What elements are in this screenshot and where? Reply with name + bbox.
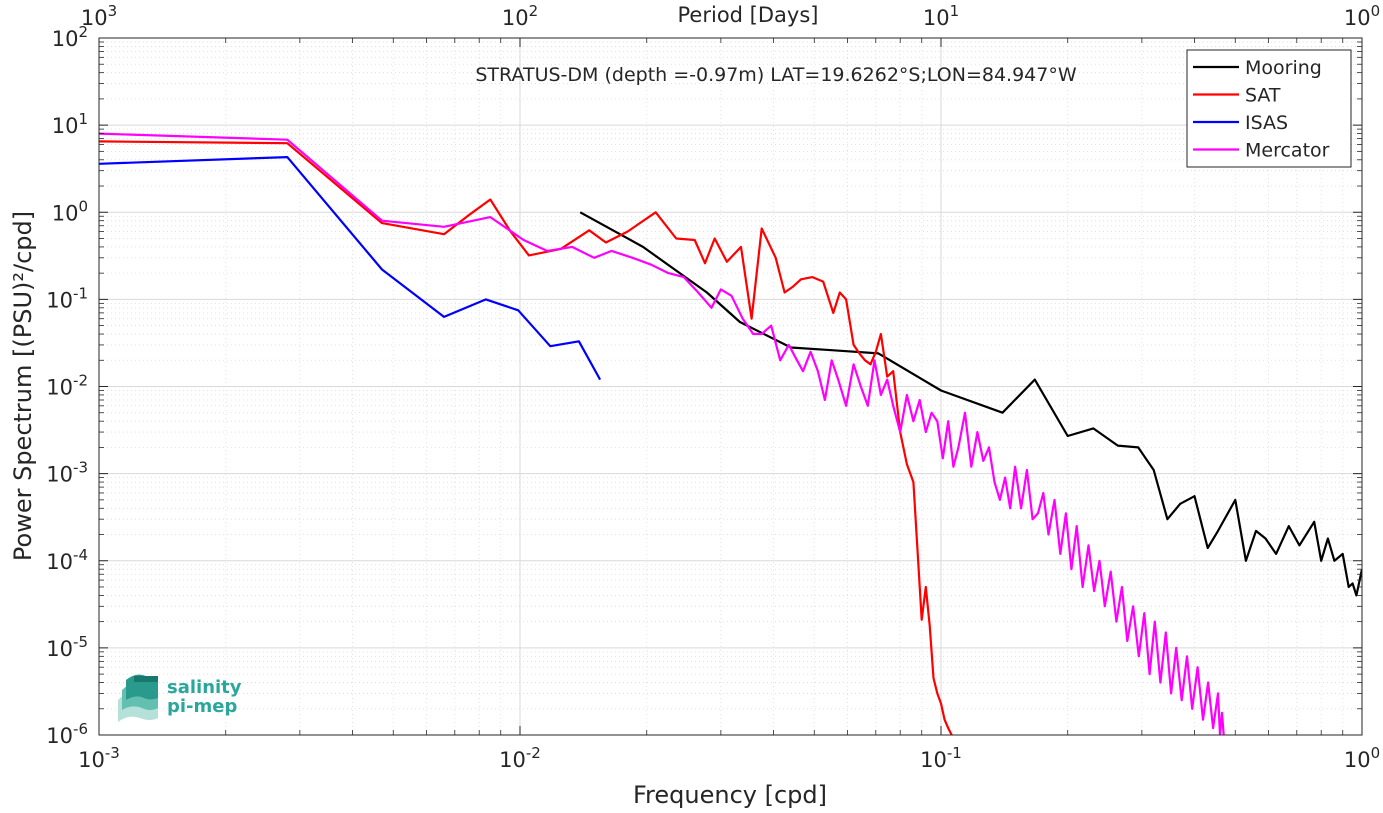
top-tick-exponent: 0 [1371, 2, 1381, 20]
y-tick-exponent: -5 [73, 633, 88, 651]
x-tick-exponent: -2 [526, 744, 541, 762]
y-tick-exponent: 0 [78, 197, 88, 215]
x-tick-exponent: -3 [105, 744, 120, 762]
series-layer [99, 132, 1362, 735]
series-line-sat [99, 140, 954, 735]
legend-label-mooring: Mooring [1245, 57, 1322, 79]
salinity-pi-mep-logo: salinity pi-mep [118, 674, 242, 722]
top-axis-label: Period [Days] [678, 3, 819, 27]
y-tick-exponent: -6 [73, 720, 88, 738]
legend-box [1186, 49, 1352, 168]
y-tick-exponent: -1 [73, 284, 88, 302]
series-line-mercator [99, 132, 1225, 735]
legend-label-sat: SAT [1245, 85, 1281, 107]
top-tick-exponent: 2 [529, 2, 539, 20]
legend-label-mercator: Mercator [1245, 140, 1330, 162]
logo-line1: salinity [167, 677, 242, 698]
legend-label-isas: ISAS [1245, 112, 1288, 134]
x-tick-exponent: 0 [1371, 744, 1381, 762]
x-axis-label: Frequency [cpd] [633, 781, 827, 809]
logo-line2: pi-mep [167, 696, 237, 717]
top-tick-exponent: 1 [950, 2, 960, 20]
x-tick-label: 10-3 [78, 744, 120, 772]
y-axis-label: Power Spectrum [(PSU)²/cpd] [9, 211, 37, 561]
x-tick-exponent: -1 [947, 744, 962, 762]
y-tick-exponent: 2 [78, 23, 88, 41]
top-tick-exponent: 3 [108, 2, 118, 20]
y-tick-exponent: -4 [73, 546, 88, 564]
series-line-mooring [579, 211, 1362, 597]
chart-title: STRATUS-DM (depth =-0.97m) LAT=19.6262°S… [475, 64, 1076, 86]
legend: Mooring SAT ISAS Mercator [1186, 49, 1352, 168]
y-tick-exponent: -3 [73, 459, 88, 477]
logo-waves-icon [118, 674, 158, 722]
series-line-isas [99, 156, 602, 381]
y-tick-exponent: 1 [78, 110, 88, 128]
y-tick-exponent: -2 [73, 372, 88, 390]
